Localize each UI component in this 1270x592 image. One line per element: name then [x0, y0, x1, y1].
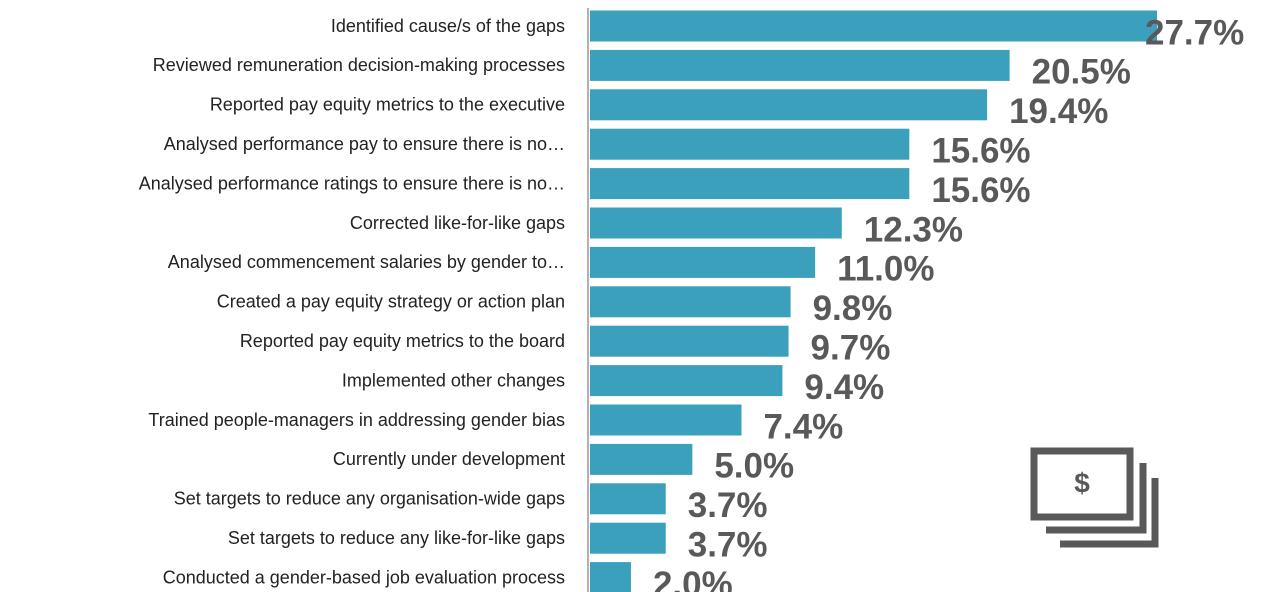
bar: [590, 483, 666, 515]
bar: [590, 246, 816, 278]
category-label: Currently under development: [333, 449, 565, 469]
value-label: 9.4%: [804, 368, 884, 407]
category-label: Reported pay equity metrics to the execu…: [210, 95, 565, 115]
bar: [590, 89, 988, 121]
category-label: Set targets to reduce any like-for-like …: [228, 528, 565, 548]
category-label: Created a pay equity strategy or action …: [217, 292, 565, 312]
category-label: Reviewed remuneration decision-making pr…: [153, 55, 565, 75]
bar: [590, 365, 783, 397]
value-label: 15.6%: [931, 171, 1030, 210]
category-label: Trained people-managers in addressing ge…: [148, 410, 565, 430]
value-label: 2.0%: [653, 565, 733, 592]
value-label: 19.4%: [1009, 92, 1108, 131]
value-label: 12.3%: [864, 210, 963, 249]
value-label: 27.7%: [1145, 13, 1244, 52]
category-label: Conducted a gender-based job evaluation …: [163, 567, 565, 587]
value-label: 3.7%: [688, 525, 768, 564]
category-label: Analysed performance pay to ensure there…: [164, 134, 565, 154]
category-label: Analysed performance ratings to ensure t…: [139, 173, 565, 193]
bar: [590, 49, 1010, 81]
bar: [590, 10, 1157, 42]
category-label: Analysed commencement salaries by gender…: [168, 252, 565, 272]
bar: [590, 562, 631, 592]
value-label: 9.8%: [813, 289, 893, 328]
bar: [590, 128, 910, 160]
category-label: Implemented other changes: [342, 370, 565, 390]
value-label: 9.7%: [811, 328, 891, 367]
category-label: Reported pay equity metrics to the board: [240, 331, 565, 351]
category-label: Set targets to reduce any organisation-w…: [174, 489, 565, 509]
bar: [590, 325, 789, 357]
bar: [590, 286, 791, 318]
category-label: Identified cause/s of the gaps: [331, 16, 565, 36]
value-label: 3.7%: [688, 486, 768, 525]
category-label: Corrected like-for-like gaps: [350, 213, 565, 233]
bar: [590, 207, 842, 239]
value-label: 15.6%: [931, 131, 1030, 170]
value-label: 20.5%: [1032, 53, 1131, 92]
svg-text:$: $: [1074, 467, 1090, 498]
value-label: 7.4%: [763, 407, 843, 446]
bar: [590, 443, 693, 475]
money-icon: $: [1030, 447, 1159, 548]
bar: [590, 522, 666, 554]
value-label: 11.0%: [837, 250, 934, 289]
bar: [590, 404, 742, 436]
bar: [590, 168, 910, 200]
value-label: 5.0%: [714, 447, 794, 486]
